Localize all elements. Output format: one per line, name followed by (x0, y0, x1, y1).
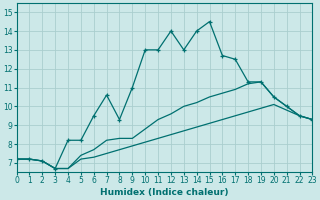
X-axis label: Humidex (Indice chaleur): Humidex (Indice chaleur) (100, 188, 229, 197)
